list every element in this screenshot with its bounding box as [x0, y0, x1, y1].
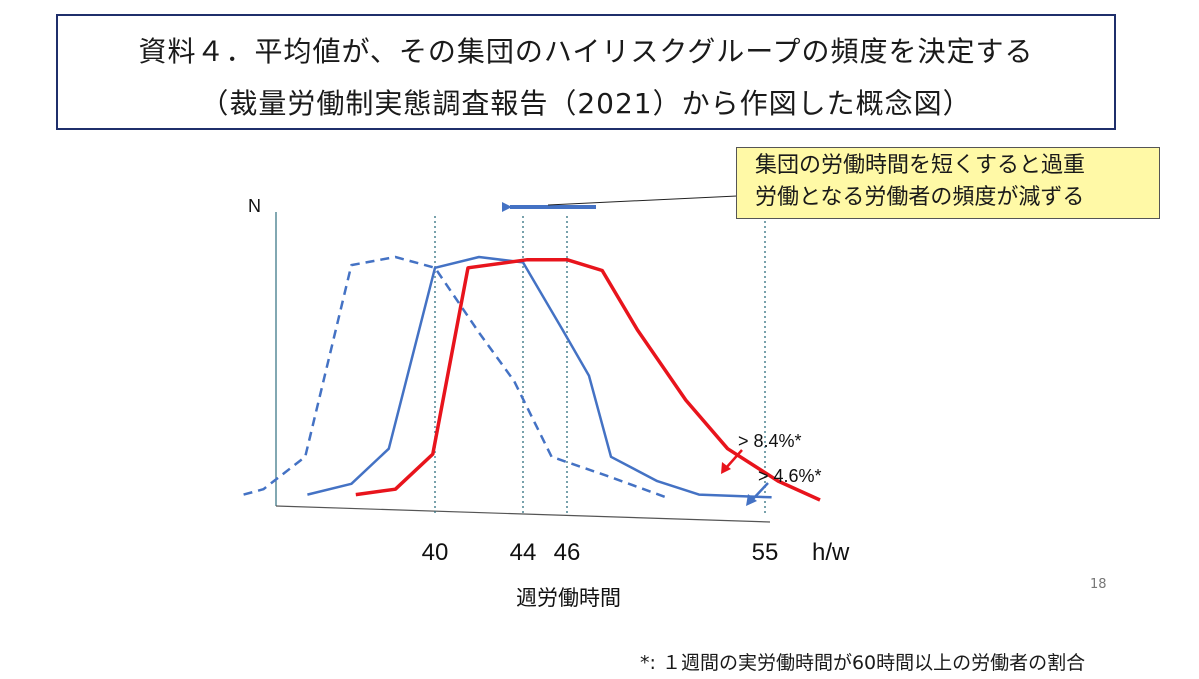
callout-pointer [547, 195, 738, 206]
x-tick-label-55: 55 [752, 539, 779, 566]
slide-title: 資料４．平均値が、その集団のハイリスクグループの頻度を決定する [138, 35, 1034, 68]
blue-arrow-head [746, 494, 757, 506]
red-arrow-head [721, 462, 731, 474]
annotation-red: > 8.4%* [738, 431, 802, 451]
curve-red [355, 257, 821, 502]
annotation-blue: > 4.6%* [758, 466, 822, 486]
curve-solid-blue [307, 255, 772, 499]
blue-annotation-arrow [751, 482, 769, 501]
curve-dashed-blue [243, 255, 667, 499]
red-annotation-arrow [725, 449, 743, 469]
x-axis-label: 週労働時間 [516, 586, 621, 610]
footnote: *: １週間の実労働時間が60時間以上の労働者の割合 [640, 652, 1086, 674]
x-tick-label-46: 46 [554, 539, 581, 566]
page-number: 18 [1090, 577, 1107, 592]
callout-box: 集団の労働時間を短くすると過重 労働となる労働者の頻度が減ずる [736, 147, 1160, 219]
callout-line1: 集団の労働時間を短くすると過重 [755, 153, 1086, 178]
callout-line2: 労働となる労働者の頻度が減ずる [755, 185, 1085, 210]
x-tick-label-40: 40 [422, 539, 449, 566]
x-tick-label-44: 44 [510, 539, 537, 566]
slide-subtitle: （裁量労働制実態調査報告（2021）から作図した概念図） [200, 87, 972, 120]
title-box: 資料４．平均値が、その集団のハイリスクグループの頻度を決定する （裁量労働制実態… [56, 14, 1116, 130]
y-axis-label: N [248, 196, 261, 216]
x-axis [275, 505, 771, 523]
x-unit-label: h/w [812, 539, 850, 566]
